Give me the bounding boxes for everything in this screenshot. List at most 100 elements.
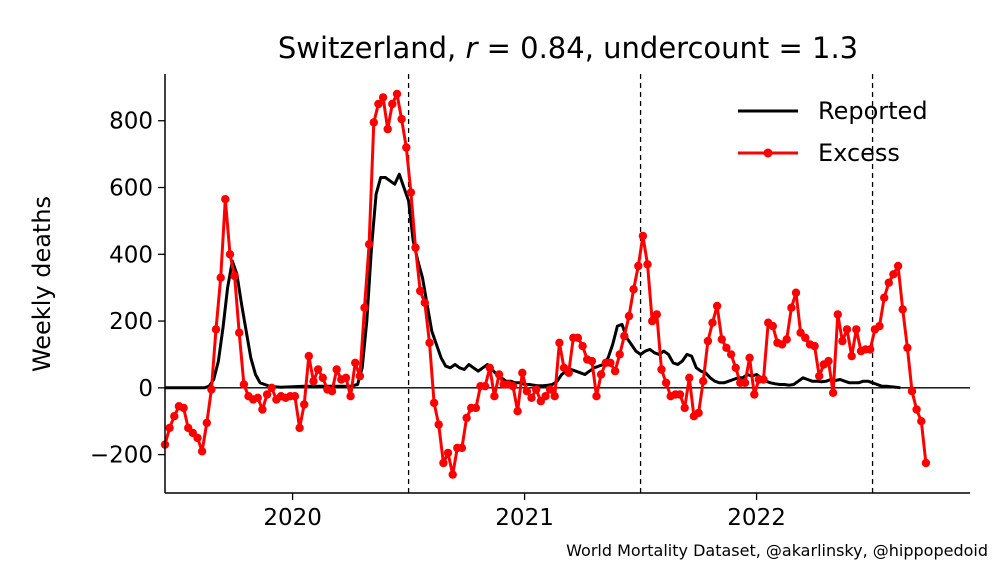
- excess-point-146: [838, 336, 847, 346]
- excess-point-50: [392, 89, 402, 99]
- excess-point-13: [221, 195, 230, 204]
- chart-title-rest: = 0.84, undercount = 1.3: [477, 31, 858, 65]
- excess-point-55: [416, 286, 425, 296]
- excess-point-119: [712, 301, 722, 311]
- excess-point-85: [555, 338, 564, 347]
- excess-point-161: [907, 387, 917, 396]
- excess-point-12: [216, 273, 225, 282]
- excess-point-135: [787, 303, 796, 312]
- excess-point-72: [494, 370, 504, 379]
- excess-point-89: [573, 333, 583, 342]
- excess-point-116: [699, 377, 708, 386]
- excess-point-82: [541, 392, 550, 401]
- excess-point-64: [457, 443, 467, 453]
- excess-point-9: [202, 418, 211, 428]
- excess-point-67: [471, 403, 481, 413]
- excess-point-143: [824, 356, 833, 366]
- y-tick-label: −200: [90, 443, 153, 469]
- excess-point-29: [295, 423, 304, 433]
- excess-point-149: [852, 325, 861, 334]
- excess-point-127: [750, 390, 759, 399]
- excess-point-145: [833, 310, 842, 319]
- excess-point-96: [606, 358, 615, 367]
- excess-point-34: [318, 373, 327, 382]
- excess-point-65: [462, 413, 471, 423]
- credit-text: World Mortality Dataset, @akarlinsky, @h…: [566, 541, 988, 560]
- series-line-excess: [163, 92, 928, 477]
- excess-point-69: [480, 382, 490, 391]
- excess-point-102: [634, 261, 643, 271]
- excess-point-83: [545, 385, 555, 394]
- legend-excess-label: Excess: [818, 139, 900, 167]
- excess-point-140: [810, 341, 819, 351]
- legend-reported-label: Reported: [818, 97, 928, 125]
- excess-point-39: [341, 373, 351, 382]
- excess-point-93: [592, 392, 601, 401]
- excess-point-103: [638, 231, 648, 241]
- excess-point-98: [615, 350, 624, 359]
- excess-point-31: [304, 351, 313, 361]
- legend-excess-marker: [763, 148, 773, 158]
- excess-point-10: [207, 385, 216, 394]
- excess-point-100: [624, 311, 634, 321]
- excess-point-94: [596, 370, 606, 379]
- excess-point-101: [629, 285, 638, 294]
- excess-point-47: [378, 93, 388, 102]
- excess-point-164: [921, 458, 931, 468]
- excess-point-121: [722, 343, 731, 352]
- excess-point-56: [420, 298, 429, 307]
- excess-point-126: [745, 353, 754, 362]
- chart-title-r-symbol: r: [465, 31, 479, 65]
- excess-point-79: [527, 393, 536, 402]
- excess-point-71: [490, 392, 499, 401]
- y-tick-label: 600: [109, 176, 153, 202]
- excess-point-37: [332, 365, 341, 374]
- excess-point-115: [694, 408, 703, 418]
- excess-point-154: [875, 321, 884, 331]
- excess-point-54: [411, 243, 420, 252]
- excess-point-40: [346, 392, 355, 401]
- excess-point-80: [532, 385, 541, 394]
- axes: [164, 74, 970, 494]
- excess-point-152: [866, 345, 875, 354]
- excess-point-76: [513, 407, 522, 416]
- excess-point-123: [731, 363, 740, 372]
- excess-point-131: [768, 321, 777, 331]
- x-tick-label: 2022: [727, 505, 786, 531]
- excess-point-112: [680, 403, 689, 413]
- excess-point-144: [828, 388, 838, 397]
- excess-point-99: [620, 331, 629, 341]
- excess-point-60: [439, 458, 448, 468]
- chart-title-prefix: Switzerland,: [278, 31, 466, 65]
- x-tick-label: 2020: [263, 505, 322, 531]
- y-axis-label: Weekly deaths: [28, 196, 56, 372]
- excess-point-120: [717, 335, 726, 344]
- excess-point-117: [703, 336, 713, 346]
- excess-point-136: [791, 288, 801, 297]
- excess-point-141: [815, 371, 824, 381]
- excess-point-42: [355, 371, 365, 381]
- excess-point-45: [369, 118, 378, 127]
- excess-point-129: [759, 375, 768, 384]
- excess-point-75: [508, 382, 518, 391]
- excess-point-7: [193, 433, 202, 443]
- excess-point-78: [522, 387, 532, 396]
- y-tick-label: 800: [109, 109, 153, 135]
- excess-point-21: [258, 405, 267, 414]
- excess-point-90: [578, 341, 587, 351]
- excess-point-28: [290, 392, 300, 401]
- excess-point-104: [643, 260, 652, 269]
- excess-point-111: [675, 390, 685, 399]
- excess-point-44: [364, 240, 374, 249]
- excess-point-155: [880, 293, 889, 302]
- tick-labels: −200 0 200 400 600 800 2020 2021 2022: [90, 109, 786, 531]
- excess-point-8: [197, 447, 207, 456]
- chart-title: Switzerland, r = 0.84, undercount = 1.3: [278, 31, 858, 65]
- excess-point-30: [300, 400, 309, 409]
- excess-point-61: [443, 448, 453, 458]
- excess-point-160: [903, 343, 912, 352]
- excess-point-49: [388, 99, 397, 109]
- excess-point-134: [782, 335, 791, 344]
- excess-point-16: [235, 328, 244, 337]
